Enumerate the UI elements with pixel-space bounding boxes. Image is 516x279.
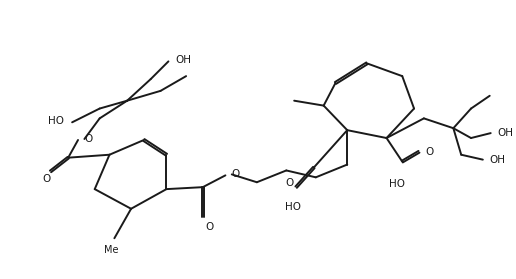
Text: OH: OH <box>497 128 513 138</box>
Text: O: O <box>206 222 214 232</box>
Text: HO: HO <box>390 179 406 189</box>
Text: OH: OH <box>490 155 506 165</box>
Text: O: O <box>42 174 51 184</box>
Text: Me: Me <box>104 245 119 255</box>
Text: O: O <box>85 134 93 144</box>
Text: OH: OH <box>176 56 192 65</box>
Text: HO: HO <box>49 116 64 126</box>
Text: HO: HO <box>285 202 301 212</box>
Text: O: O <box>285 178 293 188</box>
Text: O: O <box>232 169 240 179</box>
Text: O: O <box>425 147 433 157</box>
